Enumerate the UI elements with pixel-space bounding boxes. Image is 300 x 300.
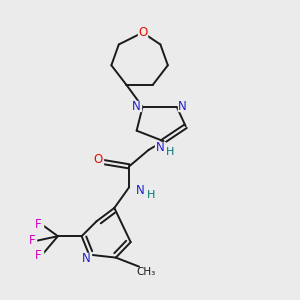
Text: F: F	[28, 234, 35, 247]
Text: N: N	[132, 100, 141, 112]
Bar	[27, 236, 37, 246]
Text: CH₃: CH₃	[137, 267, 156, 277]
Text: F: F	[34, 249, 41, 262]
Bar	[132, 101, 141, 111]
Text: O: O	[138, 26, 147, 39]
Text: H: H	[146, 190, 155, 200]
Text: H: H	[166, 147, 174, 158]
Text: F: F	[34, 218, 41, 231]
Text: N: N	[155, 140, 164, 154]
Bar	[33, 250, 43, 261]
Text: N: N	[178, 100, 187, 112]
Bar	[178, 101, 188, 111]
Text: O: O	[93, 153, 103, 166]
Bar	[138, 27, 147, 38]
Bar	[81, 253, 91, 263]
Text: N: N	[136, 184, 145, 196]
Text: N: N	[82, 252, 91, 265]
Bar	[93, 154, 103, 165]
Bar	[140, 265, 153, 279]
Bar	[136, 185, 145, 195]
Bar	[155, 142, 165, 152]
Bar	[33, 219, 43, 230]
